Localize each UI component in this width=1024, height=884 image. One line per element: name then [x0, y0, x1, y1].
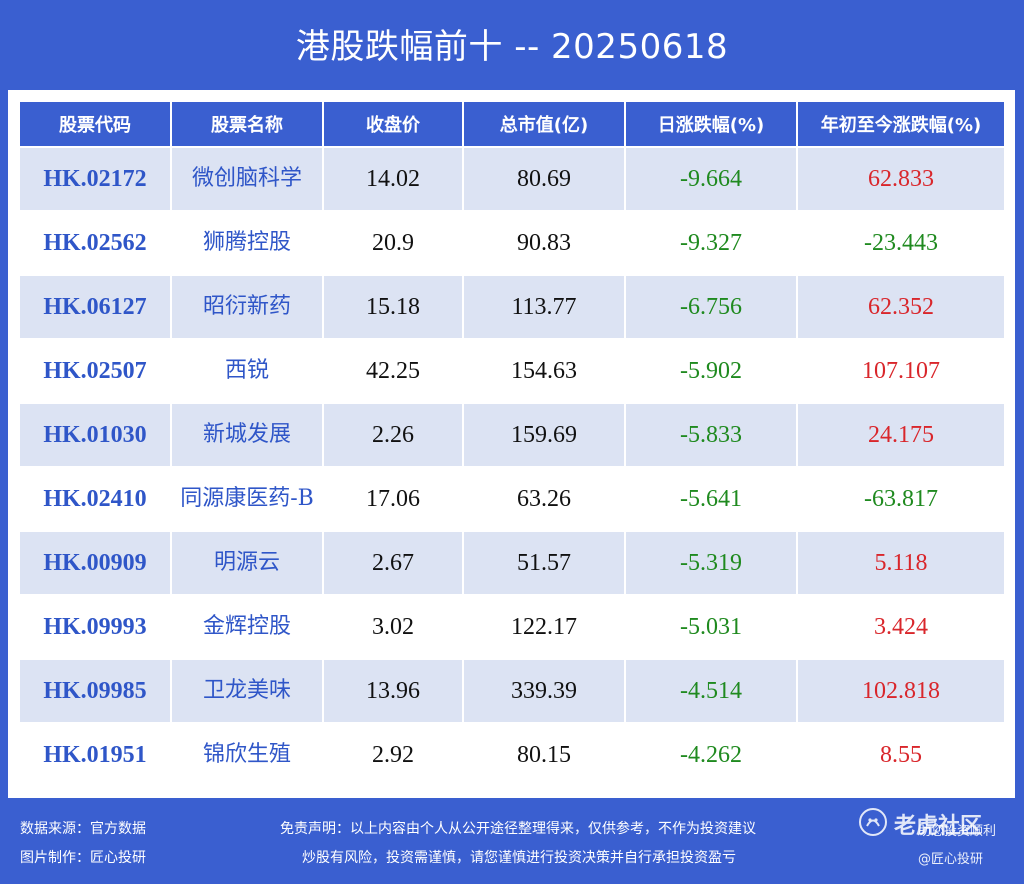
- table-row: HK.09993 金辉控股 3.02 122.17 -5.031 3.424: [20, 596, 1004, 658]
- table-row: HK.00909 明源云 2.67 51.57 -5.319 5.118: [20, 532, 1004, 594]
- day-change-cell: -6.756: [626, 276, 796, 338]
- day-change-cell: -5.319: [626, 532, 796, 594]
- day-change-cell: -5.902: [626, 340, 796, 402]
- market-cap-cell: 339.39: [464, 660, 624, 722]
- stock-name-cell: 微创脑科学: [172, 148, 322, 210]
- data-source-text: 数据来源：官方数据: [20, 821, 146, 837]
- stock-code-cell: HK.09993: [20, 596, 170, 658]
- stock-code-cell: HK.02507: [20, 340, 170, 402]
- header-market-cap: 总市值(亿): [464, 102, 624, 146]
- author-handle: @匠心投研: [918, 852, 984, 867]
- stock-name-cell: 狮腾控股: [172, 212, 322, 274]
- stock-code-cell: HK.01030: [20, 404, 170, 466]
- ytd-change-cell: 102.818: [798, 660, 1004, 722]
- table-row: HK.01030 新城发展 2.26 159.69 -5.833 24.175: [20, 404, 1004, 466]
- made-by-text: 图片制作：匠心投研: [20, 850, 146, 866]
- stock-name-cell: 金辉控股: [172, 596, 322, 658]
- stock-code-cell: HK.09985: [20, 660, 170, 722]
- page-title: 港股跌幅前十 -- 20250618: [295, 27, 729, 67]
- stock-code-cell: HK.00909: [20, 532, 170, 594]
- tiger-logo-icon: [858, 807, 888, 841]
- disclaimer-line-1: 免责声明：以上内容由个人从公开途径整理得来，仅供参考，不作为投资建议: [280, 821, 756, 837]
- table-panel: 股票代码 股票名称 收盘价 总市值(亿) 日涨跌幅(%) 年初至今涨跌幅(%) …: [8, 90, 1015, 798]
- watermark-text: 老虎社区: [894, 814, 983, 839]
- close-price-cell: 3.02: [324, 596, 462, 658]
- table-row: HK.06127 昭衍新药 15.18 113.77 -6.756 62.352: [20, 276, 1004, 338]
- ytd-change-cell: 62.352: [798, 276, 1004, 338]
- stock-name-cell: 卫龙美味: [172, 660, 322, 722]
- disclaimer-line-2: 炒股有风险，投资需谨慎，请您谨慎进行投资决策并自行承担投资盈亏: [302, 850, 736, 866]
- close-price-cell: 13.96: [324, 660, 462, 722]
- table-row: HK.02172 微创脑科学 14.02 80.69 -9.664 62.833: [20, 148, 1004, 210]
- table-row: HK.02562 狮腾控股 20.9 90.83 -9.327 -23.443: [20, 212, 1004, 274]
- ytd-change-cell: 8.55: [798, 724, 1004, 786]
- stock-code-cell: HK.02410: [20, 468, 170, 530]
- ytd-change-cell: 62.833: [798, 148, 1004, 210]
- header-day-change: 日涨跌幅(%): [626, 102, 796, 146]
- ytd-change-cell: 107.107: [798, 340, 1004, 402]
- close-price-cell: 2.92: [324, 724, 462, 786]
- header-name: 股票名称: [172, 102, 322, 146]
- stock-name-cell: 同源康医药-B: [172, 468, 322, 530]
- market-cap-cell: 80.69: [464, 148, 624, 210]
- stock-name-cell: 西锐: [172, 340, 322, 402]
- day-change-cell: -9.327: [626, 212, 796, 274]
- stock-code-cell: HK.02562: [20, 212, 170, 274]
- stock-name-cell: 明源云: [172, 532, 322, 594]
- day-change-cell: -9.664: [626, 148, 796, 210]
- stock-name-cell: 昭衍新药: [172, 276, 322, 338]
- header-close: 收盘价: [324, 102, 462, 146]
- close-price-cell: 15.18: [324, 276, 462, 338]
- close-price-cell: 2.26: [324, 404, 462, 466]
- header-ytd-change: 年初至今涨跌幅(%): [798, 102, 1004, 146]
- close-price-cell: 17.06: [324, 468, 462, 530]
- table-row: HK.09985 卫龙美味 13.96 339.39 -4.514 102.818: [20, 660, 1004, 722]
- market-cap-cell: 80.15: [464, 724, 624, 786]
- ytd-change-cell: -63.817: [798, 468, 1004, 530]
- market-cap-cell: 154.63: [464, 340, 624, 402]
- close-price-cell: 2.67: [324, 532, 462, 594]
- market-cap-cell: 63.26: [464, 468, 624, 530]
- stock-code-cell: HK.06127: [20, 276, 170, 338]
- close-price-cell: 42.25: [324, 340, 462, 402]
- stock-code-cell: HK.02172: [20, 148, 170, 210]
- ytd-change-cell: 3.424: [798, 596, 1004, 658]
- market-cap-cell: 122.17: [464, 596, 624, 658]
- table-row: HK.02507 西锐 42.25 154.63 -5.902 107.107: [20, 340, 1004, 402]
- table-header-row: 股票代码 股票名称 收盘价 总市值(亿) 日涨跌幅(%) 年初至今涨跌幅(%): [20, 102, 1004, 146]
- stock-code-cell: HK.01951: [20, 724, 170, 786]
- stock-name-cell: 锦欣生殖: [172, 724, 322, 786]
- ytd-change-cell: -23.443: [798, 212, 1004, 274]
- day-change-cell: -4.262: [626, 724, 796, 786]
- ytd-change-cell: 5.118: [798, 532, 1004, 594]
- table-row: HK.01951 锦欣生殖 2.92 80.15 -4.262 8.55: [20, 724, 1004, 786]
- day-change-cell: -4.514: [626, 660, 796, 722]
- footer: 数据来源：官方数据 图片制作：匠心投研 免责声明：以上内容由个人从公开途径整理得…: [0, 806, 1024, 884]
- watermark: 老虎社区: [858, 806, 982, 842]
- market-cap-cell: 113.77: [464, 276, 624, 338]
- header-code: 股票代码: [20, 102, 170, 146]
- stock-name-cell: 新城发展: [172, 404, 322, 466]
- market-cap-cell: 90.83: [464, 212, 624, 274]
- market-cap-cell: 51.57: [464, 532, 624, 594]
- market-cap-cell: 159.69: [464, 404, 624, 466]
- close-price-cell: 20.9: [324, 212, 462, 274]
- day-change-cell: -5.031: [626, 596, 796, 658]
- day-change-cell: -5.641: [626, 468, 796, 530]
- ytd-change-cell: 24.175: [798, 404, 1004, 466]
- table-body: HK.02172 微创脑科学 14.02 80.69 -9.664 62.833 HK.02…: [20, 148, 1004, 786]
- slogan-text: 助您投资顺利: [918, 824, 997, 839]
- day-change-cell: -5.833: [626, 404, 796, 466]
- table-row: HK.02410 同源康医药-B 17.06 63.26 -5.641 -63.817: [20, 468, 1004, 530]
- close-price-cell: 14.02: [324, 148, 462, 210]
- stock-table: 股票代码 股票名称 收盘价 总市值(亿) 日涨跌幅(%) 年初至今涨跌幅(%) …: [18, 100, 1006, 788]
